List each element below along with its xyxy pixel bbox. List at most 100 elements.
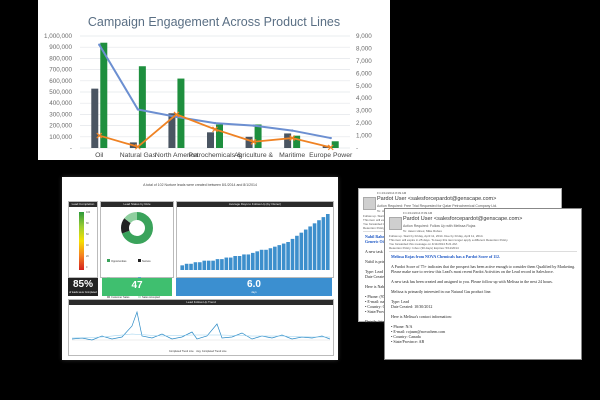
email-body-line: • E-mail: rojasm@novachem.com [391,329,446,334]
email-body-line[interactable]: Generic Oil Interest [365,239,400,244]
donut-legend-item: Sales Accepted [138,295,169,299]
email-flag-expire: This item will expire in 25 days. To kee… [389,238,509,242]
x-tick-label: Europe Power [309,152,353,159]
lead-status-box: Lead Status by Role Opportunities Nurture… [100,201,174,299]
email-body: Melissa Rojas from NOVA Chemicals has a … [391,254,575,344]
y-tick-label: - [70,145,72,152]
gauge-label: 40 [86,244,89,247]
y2-tick-label: 4,000 [356,95,372,102]
series-point [290,129,294,132]
y-tick-label: 200,000 [49,123,72,130]
y-tick-label: 400,000 [49,100,72,107]
y-tick-label: 900,000 [49,44,72,51]
avg-days-bar [184,263,189,270]
avg-days-bar-chart [180,214,330,270]
donut-legend-item: Opportunities [107,259,138,263]
series-point [289,135,296,141]
avg-days-box: Average Days to Follow-Up (by Owner) [176,201,334,278]
follow-up-trend-chart [72,310,330,341]
avg-days-bar [286,242,290,270]
y-tick-label: 600,000 [49,78,72,85]
gauge-label: 100 [86,211,91,214]
series-point [252,124,255,127]
x-tick-label: Oil [95,152,104,159]
email-body-line[interactable]: Melissa Rojas from NOVA Chemicals has a … [391,254,500,259]
avg-days-bar [228,257,233,270]
donut-legend-item: Nurture [138,259,169,263]
avg-days-bar [211,260,215,270]
avg-days-bar [268,248,273,270]
series-point [213,121,217,125]
avg-days-bar [220,259,224,270]
email-body-line: • Country: Qatar [365,304,392,309]
avg-days-bar [202,260,207,270]
email-date: Fri 4/11/2014 8:09 AM [377,191,407,195]
completion-kpi-value: 85% [72,279,93,290]
avg-days-kpi: 6.0 days [176,278,332,296]
email-body-line: Please make sure to review this Lead's m… [391,269,554,274]
avg-days-bar [233,256,237,270]
email-body-line: • Country: Canada [391,334,421,339]
bar-mark [216,124,223,148]
series-point [175,115,178,119]
avg-days-bar [237,256,242,270]
y2-tick-label: 9,000 [356,33,372,40]
avg-days-bar [295,235,299,270]
lead-status-caption: Lead Status by Role [101,202,173,207]
bar-mark [284,133,292,148]
avg-days-bar [321,217,326,270]
bar-mark [100,42,108,148]
engagement-chart-panel: Campaign Engagement Across Product Lines… [38,0,390,167]
y-tick-label: 1,000,000 [44,33,73,40]
y-tick-label: 500,000 [49,89,72,96]
trend-legend-completed: Completed Trend Line [169,350,194,353]
email-body-line: Type: Lead [391,299,410,304]
dashboard-header: A total of 102 Nurture leads were create… [143,183,257,187]
series-point [136,108,140,111]
series-point [327,144,334,151]
y2-tick-label: 6,000 [356,70,372,77]
lead-completion-caption: Lead Completion [69,202,97,207]
email-body-line: A Pardot Score of 75+ indicates that the… [391,264,576,269]
avg-days-bar [224,257,229,270]
email-body-line: Here is Melissa's contact information: [391,314,452,319]
avg-days-bar [215,259,220,270]
email-body-line: • Phone: N/A [391,324,413,329]
y2-tick-label: 1,000 [356,133,372,140]
lead-status-donut [121,212,153,244]
series-point [212,126,218,133]
avg-days-bar [189,263,193,270]
email-from: Pardot User <salesforcepardot@genscape.c… [403,216,523,222]
avg-days-caption: Average Days to Follow-Up (by Owner) [177,202,333,207]
bar-mark [91,88,99,148]
bar-mark [293,135,301,148]
avg-days-bar [259,249,264,270]
completion-kpi-label: of leads were Completed [69,291,97,294]
series-point [329,136,332,140]
y2-tick-label: 8,000 [356,45,372,52]
trend-legend-average: Avg. Completed Trend Line [196,350,227,353]
avg-days-bar [277,245,282,270]
x-tick-label: Natural Gas [120,152,157,159]
sender-avatar-icon [389,217,402,230]
email-window-nova: Fri 4/11/2014 8:09 AM Pardot User <sales… [384,208,582,360]
email-body-line: • State/Province: [365,309,392,314]
avg-days-bar [325,214,330,270]
x-tick-label: Agriculture &Biofuels [234,152,273,160]
avg-days-bar [264,249,268,270]
avg-days-bar [303,229,308,270]
chart-title: Campaign Engagement Across Product Lines [88,15,340,29]
email-date: Fri 4/11/2014 8:09 AM [403,211,433,215]
series-point [96,132,103,139]
bar-mark [168,113,176,148]
y2-tick-label: 3,000 [356,108,372,115]
engagement-chart: Campaign Engagement Across Product Lines… [44,15,372,167]
y-tick-label: 800,000 [49,55,72,62]
email-body-line: Date Created: 10/30/2012 [391,304,433,309]
avg-days-kpi-label: days [251,291,257,294]
follow-up-trend-caption: Lead Follow-Up Trend [69,300,333,305]
gauge-label: 80 [86,222,89,225]
bar-mark [207,132,214,148]
email-flag-followup: Follow up. Start by Friday, April 11, 20… [389,234,484,238]
status-kpi: 47 [102,278,172,296]
